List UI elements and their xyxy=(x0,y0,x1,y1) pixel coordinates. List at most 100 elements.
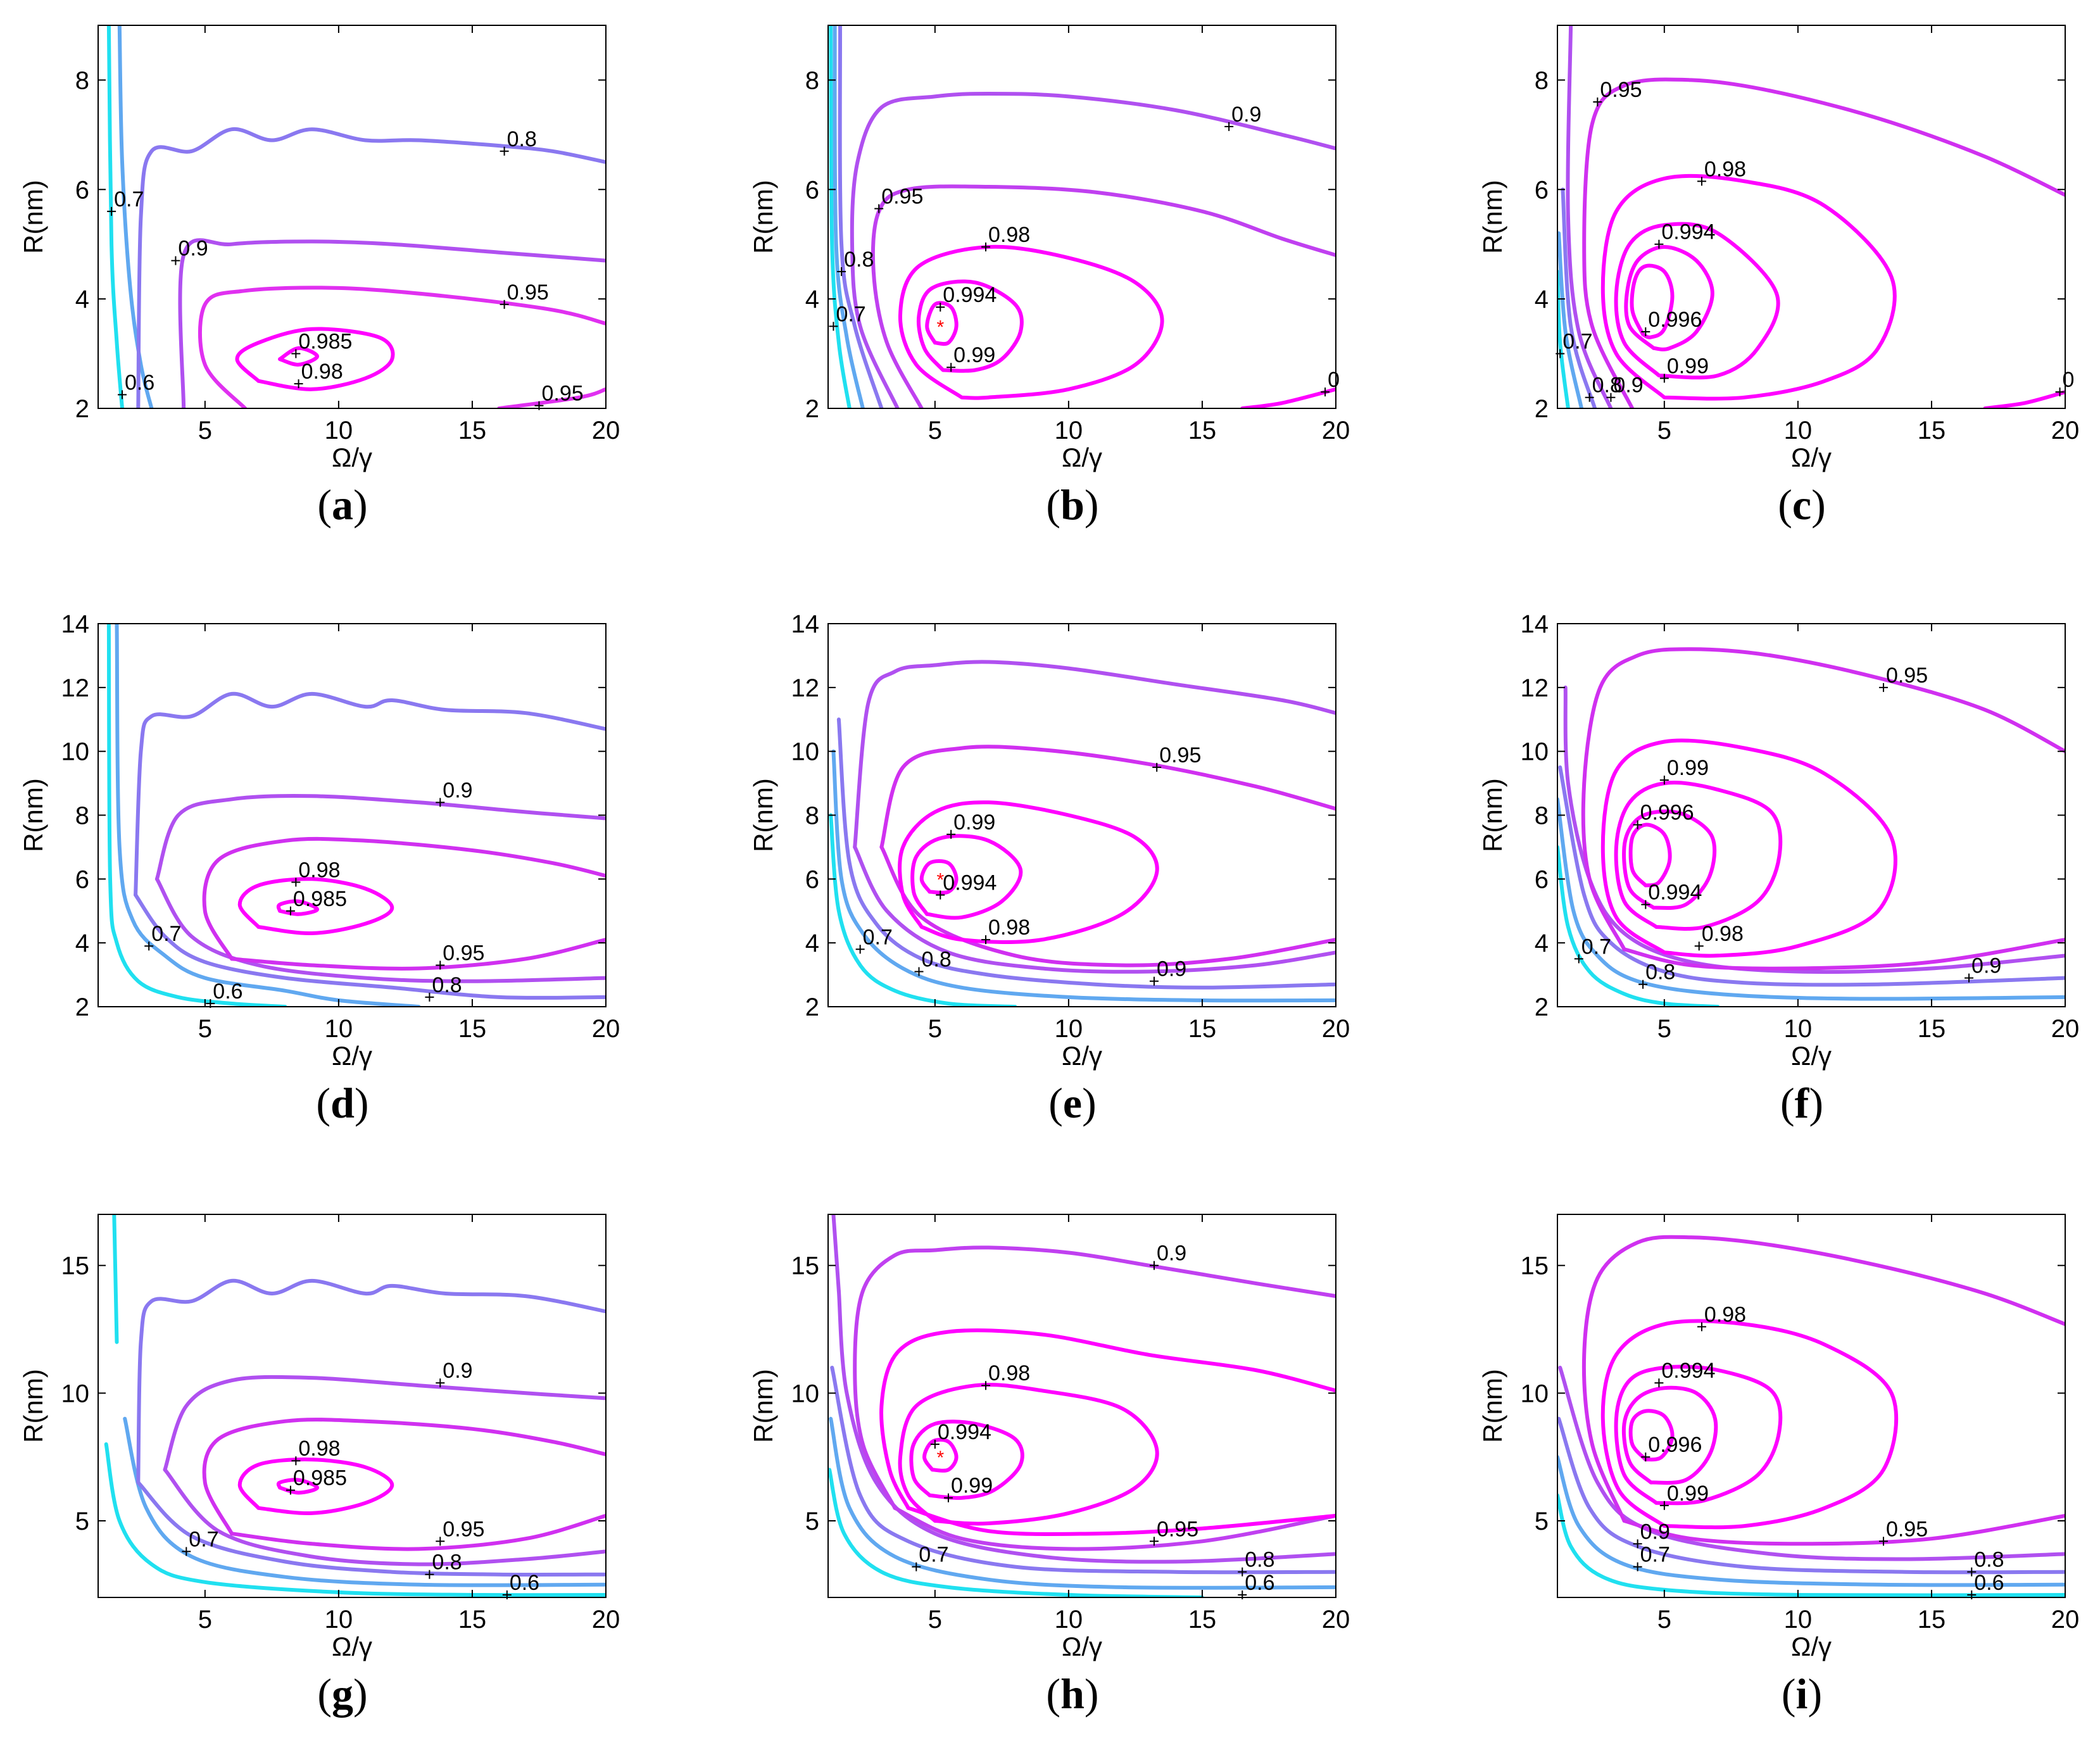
contour-line-0_994-7 xyxy=(1624,245,1714,351)
y-tick-label: 12 xyxy=(791,674,820,702)
x-tick-label: 5 xyxy=(198,417,212,444)
y-tick-label: 12 xyxy=(1521,674,1549,702)
y-tick-label: 14 xyxy=(791,610,820,638)
contour-line-0_9-3 xyxy=(1558,1366,2065,1561)
contour-line-0_98-7 xyxy=(898,800,1159,944)
contour-line-0_9-3 xyxy=(850,92,1336,408)
contour-label: 0.8 xyxy=(1645,960,1675,985)
x-tick-label: 20 xyxy=(2051,1606,2080,1634)
contour-label: 0.8 xyxy=(432,973,462,997)
x-tick-label: 5 xyxy=(928,1015,942,1043)
contour-line-0_8-2 xyxy=(1557,1416,2065,1575)
y-tick-label: 2 xyxy=(1535,395,1549,423)
contour-line-0_9-3 xyxy=(853,660,1336,849)
contour-label: 0.7 xyxy=(1562,330,1592,354)
contour-line-0_9-3 xyxy=(178,238,606,408)
contour-label: 0.985 xyxy=(298,330,352,354)
contour-label: 0.98 xyxy=(301,360,343,384)
contour-line-0_994-8 xyxy=(1622,809,1717,910)
panel-caption: (e) xyxy=(1048,1079,1097,1127)
contour-line-0_98-5 xyxy=(1600,174,1897,401)
y-tick-label: 8 xyxy=(75,66,89,94)
y-axis-title: R(nm) xyxy=(18,180,48,254)
contour-line-0_95-6 xyxy=(879,845,1336,967)
contour-line-0_985-9 xyxy=(276,899,320,916)
panel-a: 5 10 15 20 2 4 6 8 Ω/γ R(nm) 0.8 0.7 0.9 0.95 0.985 0.9… xyxy=(18,25,620,529)
panel-caption: (h) xyxy=(1046,1670,1098,1718)
y-tick-label: 2 xyxy=(805,395,819,423)
y-tick-label: 4 xyxy=(1535,286,1549,313)
y-tick-label: 6 xyxy=(1535,176,1549,204)
contour-label: 0.98 xyxy=(988,916,1030,940)
contour-label: 0.98 xyxy=(1704,1302,1746,1326)
contour-line-0_9-3 xyxy=(836,1289,1336,1564)
y-tick-label: 15 xyxy=(61,1252,90,1280)
contour-line-0_7-1 xyxy=(829,1416,1336,1590)
panel-c: 5 10 15 20 2 4 6 8 Ω/γ R(nm) 0.95 0.98 0.994 0.996 0.7… xyxy=(1478,25,2079,529)
contour-line-0_8-4 xyxy=(136,1480,606,1577)
y-tick-label: 10 xyxy=(1521,738,1549,766)
contour-label: 0.996 xyxy=(1640,801,1694,825)
contour-label: 0.7 xyxy=(114,187,144,211)
contour-lines xyxy=(1557,1235,2065,1597)
contour-label: 0.95 xyxy=(1157,1517,1198,1541)
y-axis-title: R(nm) xyxy=(748,180,778,254)
contour-line-0_994-10 xyxy=(909,1420,1024,1500)
contour-line-0_996-8 xyxy=(1630,263,1675,339)
panel-caption: (i) xyxy=(1782,1670,1822,1718)
contour-lines xyxy=(1557,25,2065,408)
contour-label: 0.985 xyxy=(293,887,347,911)
y-tick-label: 15 xyxy=(1521,1252,1549,1280)
y-tick-label: 8 xyxy=(805,66,819,94)
contour-label: 0.7 xyxy=(189,1527,218,1551)
contour-label: 0.9 xyxy=(1157,1242,1186,1266)
contour-line-0_95-5 xyxy=(497,387,606,408)
contour-line-0_8-2 xyxy=(836,717,1336,990)
contour-label: 0.6 xyxy=(510,1571,539,1595)
x-axis-title: Ω/γ xyxy=(332,443,372,472)
plot-frame xyxy=(1557,25,2066,409)
contour-label: 0.7 xyxy=(836,302,865,326)
contour-label: 0.99 xyxy=(951,1474,993,1498)
contour-line-0_996-11 xyxy=(922,1437,959,1473)
x-tick-label: 15 xyxy=(1918,417,1946,444)
y-tick-label: 2 xyxy=(75,395,89,423)
panel-caption: (d) xyxy=(316,1079,368,1127)
x-tick-label: 5 xyxy=(928,1606,942,1634)
contour-label: 0.9 xyxy=(1613,374,1643,398)
contour-line-0_98-8 xyxy=(237,877,394,936)
y-tick-label: 8 xyxy=(1535,66,1549,94)
contour-line-0_9-6 xyxy=(163,1468,606,1566)
contour-line-0_6-0 xyxy=(106,25,124,408)
contour-label: 0.9 xyxy=(443,1359,472,1383)
contour-line-0_7-1 xyxy=(833,25,865,408)
x-tick-label: 15 xyxy=(1188,1606,1217,1634)
contour-line-0_98-7 xyxy=(879,1328,1336,1510)
contour-label: 0 xyxy=(1328,368,1340,392)
y-tick-label: 4 xyxy=(75,929,89,957)
contour-line-0_6-0 xyxy=(828,1468,1204,1597)
plot-frame xyxy=(827,25,1336,409)
x-tick-label: 10 xyxy=(1784,1015,1813,1043)
x-tick-label: 15 xyxy=(458,1015,487,1043)
contour-label: 0.6 xyxy=(125,370,154,394)
x-tick-label: 5 xyxy=(198,1015,212,1043)
x-tick-label: 20 xyxy=(592,1606,620,1634)
x-tick-label: 5 xyxy=(1657,1606,1671,1634)
panel-g: 5 10 15 20 5 10 15 Ω/γ R(nm) 0.9 0.98 0.985 0.7 0.95 0… xyxy=(18,1214,620,1718)
contour-label: 0.996 xyxy=(1648,308,1702,332)
contour-line-0_7-2 xyxy=(123,1416,606,1587)
contour-line-0_95-4 xyxy=(198,286,606,408)
contour-line-0_996-9 xyxy=(1628,1409,1675,1462)
panel-caption: (f) xyxy=(1780,1079,1823,1127)
y-tick-label: 2 xyxy=(75,993,89,1021)
contour-label: 0.6 xyxy=(213,979,242,1004)
y-tick-label: 4 xyxy=(1535,929,1549,957)
contour-line-0_95-5 xyxy=(879,745,1336,849)
x-tick-label: 10 xyxy=(325,1015,353,1043)
contour-label: 0.994 xyxy=(1661,220,1715,244)
x-tick-label: 15 xyxy=(1918,1015,1946,1043)
plot-frame xyxy=(1557,1214,2066,1598)
panel-i: 5 10 15 20 5 10 15 Ω/γ R(nm) 0.98 0.994 0.996 0.99 0.… xyxy=(1478,1214,2079,1718)
contour-line-0_8-3 xyxy=(136,1278,606,1485)
